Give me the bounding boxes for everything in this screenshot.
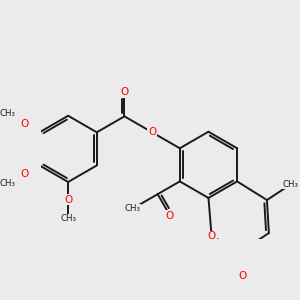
Text: O: O — [120, 87, 129, 97]
Text: O: O — [20, 169, 28, 179]
Text: CH₃: CH₃ — [60, 214, 76, 223]
Text: CH₃: CH₃ — [283, 180, 299, 189]
Text: O: O — [166, 211, 174, 220]
Text: O: O — [64, 194, 72, 205]
Text: O: O — [20, 118, 28, 128]
Text: CH₃: CH₃ — [124, 204, 140, 213]
Text: O: O — [238, 271, 247, 281]
Text: CH₃: CH₃ — [0, 179, 16, 188]
Text: O: O — [208, 231, 216, 242]
Text: CH₃: CH₃ — [0, 110, 16, 118]
Text: O: O — [148, 127, 156, 137]
